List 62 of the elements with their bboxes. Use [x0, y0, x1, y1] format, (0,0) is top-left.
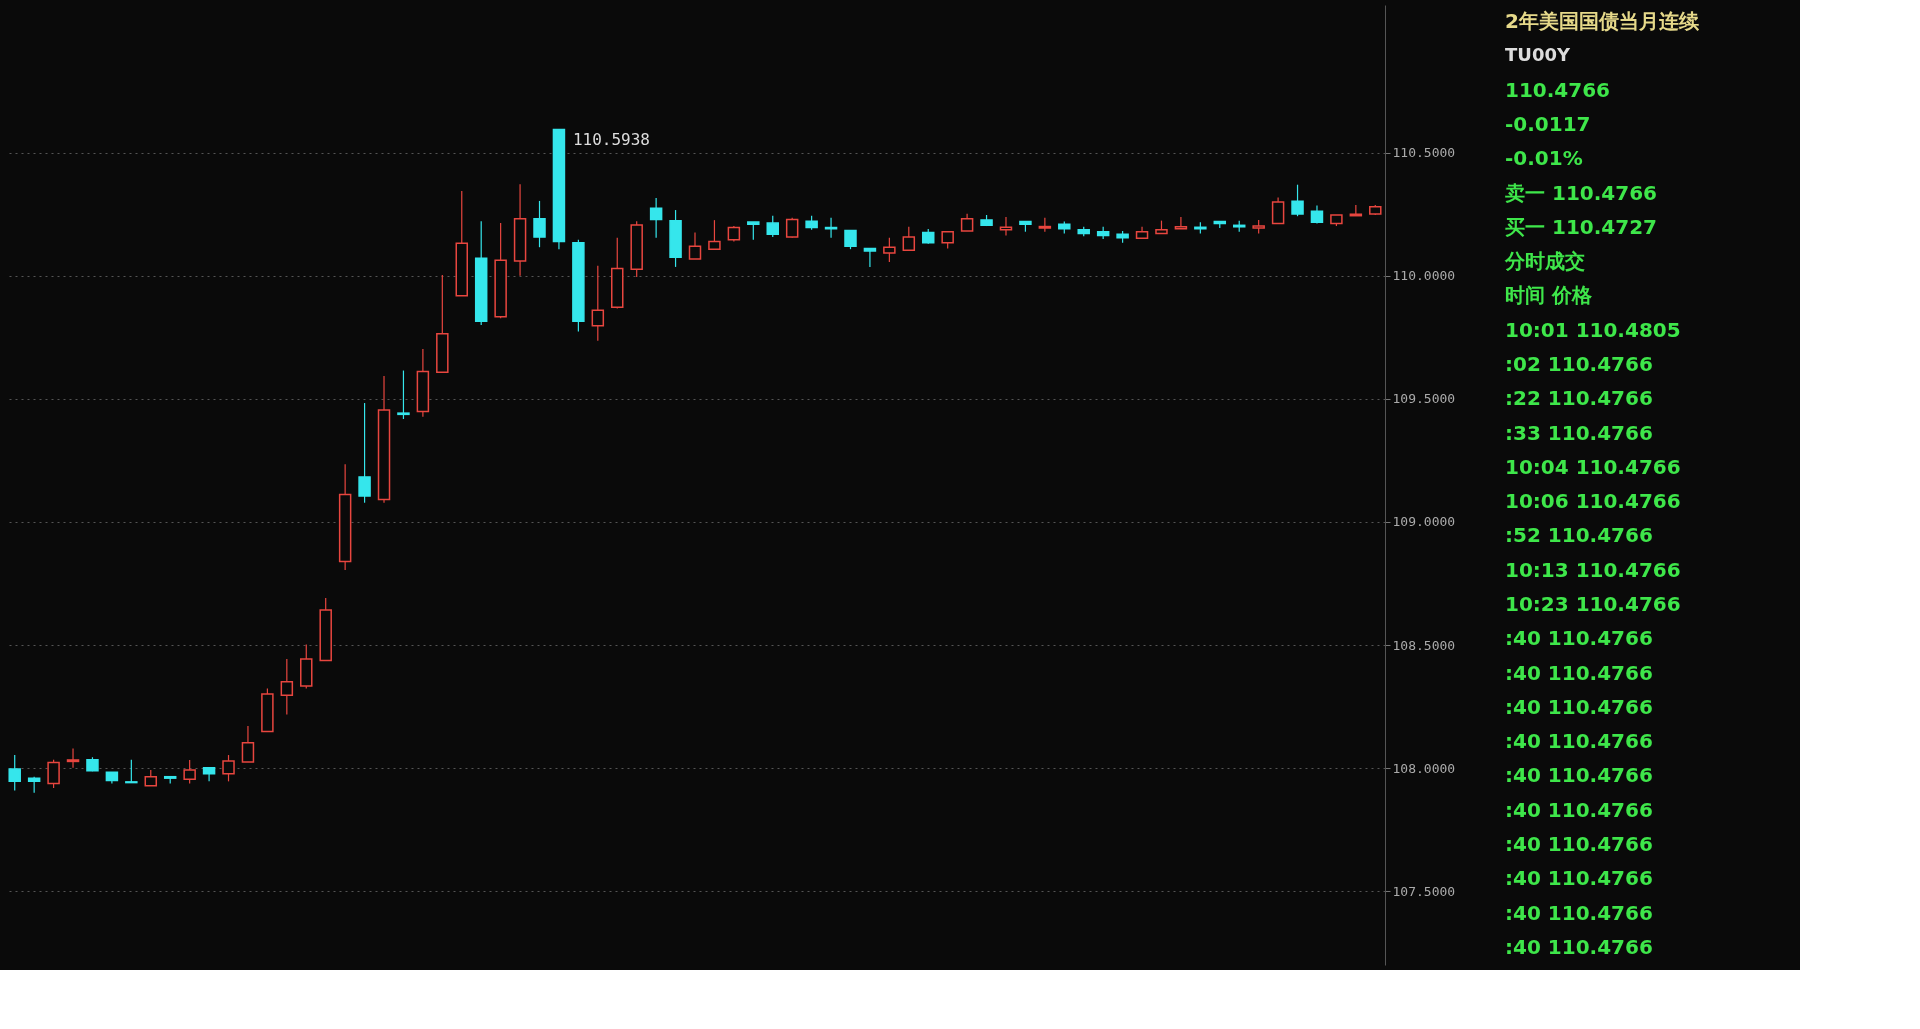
text: TU00Y: [1505, 44, 1571, 66]
candlestick: [125, 759, 138, 784]
candlestick: [824, 217, 838, 239]
text: :33 110.4766: [1505, 420, 1653, 445]
candlestick: [241, 725, 255, 763]
text: 卖一 110.4766: [1505, 180, 1657, 205]
candlestick: [397, 369, 410, 420]
text: :22 110.4766: [1505, 386, 1653, 411]
text: 分时成交: [1504, 249, 1585, 274]
candlestick: [66, 747, 80, 769]
y-tick-label: 107.5000: [1392, 883, 1456, 899]
candlestick: [1038, 217, 1052, 233]
text: :40 110.4766: [1505, 626, 1653, 651]
candlestick: [183, 759, 196, 785]
y-tick-label: 109.5000: [1392, 391, 1456, 407]
candlestick: [222, 754, 235, 782]
text: :40 110.4766: [1505, 832, 1653, 856]
candlestick: [688, 231, 702, 260]
candlestick: [844, 229, 857, 250]
text: 买一 110.4727: [1505, 214, 1657, 239]
text: 10:06 110.4766: [1505, 489, 1681, 514]
text: 10:04 110.4766: [1505, 454, 1681, 479]
text: -0.01%: [1505, 146, 1583, 171]
candlestick: [47, 759, 60, 789]
text: 时间 价格: [1505, 283, 1593, 308]
text: :40 110.4766: [1505, 763, 1653, 788]
y-tick-label: 108.5000: [1392, 637, 1456, 653]
candlestick: [1174, 216, 1188, 230]
y-tick-label: 108.0000: [1392, 760, 1456, 776]
candlestick: [1291, 184, 1304, 217]
candlestick: [358, 402, 371, 504]
text: :40 110.4766: [1505, 797, 1653, 822]
candlestick: [766, 215, 779, 238]
text: :52 110.4766: [1505, 523, 1653, 548]
text: 110.4766: [1505, 77, 1611, 102]
candlestick: [708, 219, 721, 250]
y-tick-label: 110.5000: [1392, 145, 1456, 161]
annotation: 110.5938: [572, 129, 651, 149]
candlestick: [591, 265, 605, 342]
candlestick: [1271, 196, 1285, 225]
text: 10:13 110.4766: [1505, 557, 1681, 582]
text: :40 110.4766: [1505, 729, 1653, 754]
text: 2年美国国债当月连续: [1505, 9, 1700, 34]
candlestick: [883, 237, 896, 263]
candlestick: [649, 197, 663, 239]
candlestick: [863, 247, 877, 268]
text: :40 110.4766: [1505, 694, 1653, 719]
y-tick-label: 109.0000: [1392, 514, 1456, 530]
text: :40 110.4766: [1505, 866, 1653, 891]
candlestick: [785, 217, 799, 239]
text: 10:01 110.4805: [1505, 317, 1681, 342]
text: :40 110.4766: [1505, 900, 1653, 925]
text: 10:23 110.4766: [1505, 592, 1681, 616]
candlestick: [8, 754, 21, 792]
candlestick: [902, 226, 916, 251]
text: -0.0117: [1505, 112, 1591, 136]
text: :40 110.4766: [1505, 934, 1653, 959]
text: :02 110.4766: [1505, 352, 1653, 376]
candlestick: [533, 200, 546, 248]
candlestick: [280, 658, 294, 716]
text: :40 110.4766: [1505, 660, 1653, 685]
y-tick-label: 110.0000: [1392, 268, 1456, 284]
